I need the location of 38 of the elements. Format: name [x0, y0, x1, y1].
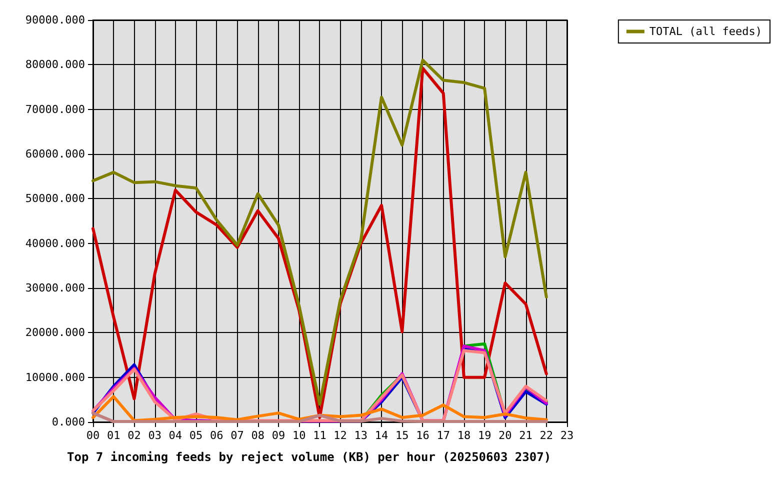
x-tick-label: 09 — [272, 429, 286, 442]
x-tick-label: 14 — [374, 429, 389, 442]
y-tick-label: 90000.000 — [25, 14, 85, 26]
x-tick-label: 07 — [230, 429, 244, 442]
x-tick-label: 05 — [189, 429, 203, 442]
x-tick-label: 21 — [519, 429, 532, 442]
y-tick-label: 50000.000 — [25, 192, 85, 206]
y-tick-label: 80000.000 — [25, 58, 85, 72]
x-tick-label: 11 — [313, 429, 326, 442]
legend-label: TOTAL (all feeds) — [649, 25, 762, 38]
x-tick-label: 10 — [292, 429, 306, 442]
x-tick-label: 04 — [168, 429, 182, 442]
line-series — [92, 412, 548, 424]
x-tick-label: 13 — [354, 429, 368, 442]
x-tick-label: 20 — [498, 429, 512, 442]
y-tick-label: 10000.000 — [25, 370, 85, 384]
x-tick-label: 17 — [436, 429, 450, 442]
line-series — [92, 395, 548, 422]
x-tick-label: 06 — [210, 429, 224, 442]
text: Top 7 incoming feeds by reject volume (KB) per hour (20250603 2307) — [67, 450, 552, 464]
y-tick-label: 70000.000 — [25, 102, 85, 116]
x-tick-label: 00 — [86, 429, 100, 442]
x-tick-label: 23 — [560, 429, 574, 442]
y-tick-label: 60000.000 — [25, 148, 85, 160]
x-tick-label: 18 — [457, 429, 471, 442]
y-tick-label: 20000.000 — [25, 326, 85, 340]
y-tick-label: 0.000 — [52, 416, 85, 428]
x-tick-label: 19 — [478, 429, 492, 442]
y-tick-label: 30000.000 — [25, 282, 85, 294]
x-tick-label: 08 — [251, 429, 264, 442]
x-tick-label: 22 — [540, 429, 554, 442]
x-tick-label: 02 — [128, 429, 141, 442]
x-tick-label: 01 — [106, 429, 120, 442]
x-tick-label: 12 — [334, 429, 347, 442]
y-tick-label: 40000.000 — [25, 236, 85, 250]
x-tick-label: 16 — [416, 429, 430, 442]
x-tick-label: 15 — [396, 429, 409, 442]
x-tick-label: 03 — [148, 429, 162, 442]
